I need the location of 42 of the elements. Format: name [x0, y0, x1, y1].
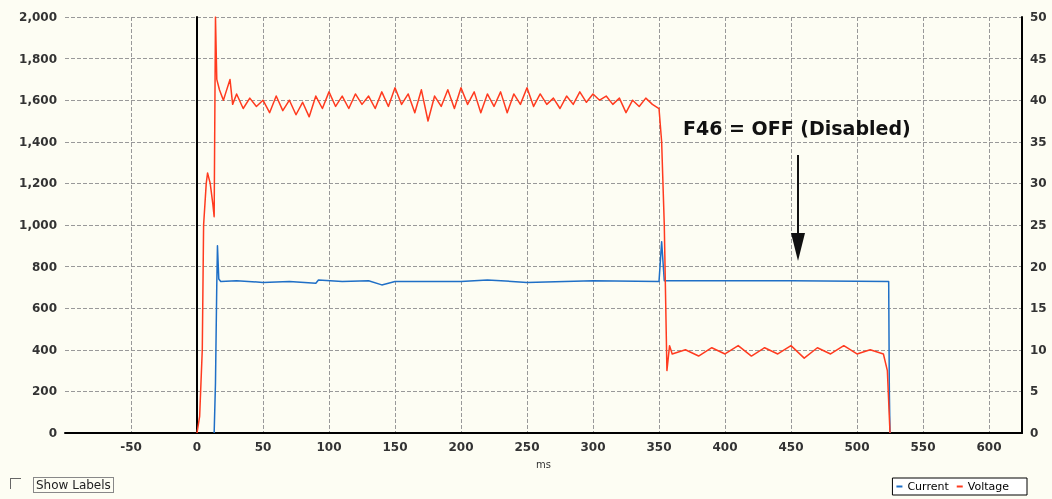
y-tick-label: 1,000 [19, 218, 57, 232]
legend-label: Voltage [967, 480, 1010, 493]
x-tick-label: 0 [192, 440, 202, 454]
x-tick-label: -50 [120, 440, 142, 454]
x-tick-label: 450 [778, 440, 804, 454]
x-tick-label: 50 [254, 440, 272, 454]
y2-tick-label: 40 [1030, 93, 1047, 108]
x-tick-label: 500 [844, 440, 870, 454]
y-tick-label: 1,800 [19, 51, 57, 66]
y-tick-label: 0 [48, 426, 57, 440]
y-tick-label: 600 [31, 301, 57, 316]
x-tick-label: 400 [712, 440, 738, 454]
text: Show Labels [33, 477, 114, 493]
line-series [213, 240, 891, 434]
y-tick-label: 400 [31, 342, 57, 357]
x-tick-label: 550 [910, 440, 936, 454]
legend-label: Current [907, 480, 950, 493]
annotation: F46 = OFF (Disabled) [683, 117, 911, 139]
y-tick-label: 1,400 [19, 134, 57, 149]
y-tick-label: 200 [31, 384, 57, 399]
y-tick-label: 1,600 [19, 93, 57, 108]
y2-tick-label: 10 [1030, 342, 1047, 357]
y2-tick-label: 5 [1030, 384, 1039, 399]
y2-tick-label: 25 [1030, 218, 1047, 232]
x-axis-title: ms [536, 458, 551, 470]
y2-tick-label: 50 [1030, 10, 1047, 24]
x-tick-label: 250 [514, 440, 540, 454]
y-tick-label: 800 [31, 259, 57, 274]
y2-tick-label: 30 [1030, 176, 1047, 191]
x-tick-label: 150 [382, 440, 408, 454]
y2-tick-label: 45 [1030, 51, 1047, 66]
y2-tick-label: 20 [1030, 259, 1047, 274]
x-tick-label: 350 [646, 440, 672, 454]
x-tick-label: 100 [316, 440, 342, 454]
y2-tick-label: 15 [1030, 301, 1047, 316]
y-tick-label: 2,000 [19, 10, 57, 24]
y2-tick-label: 35 [1030, 134, 1047, 149]
x-tick-label: 600 [976, 440, 1002, 454]
x-tick-label: 200 [448, 440, 474, 454]
x-tick-label: 300 [580, 440, 606, 454]
y2-tick-label: 0 [1030, 426, 1039, 440]
y-tick-label: 1,200 [19, 176, 57, 191]
